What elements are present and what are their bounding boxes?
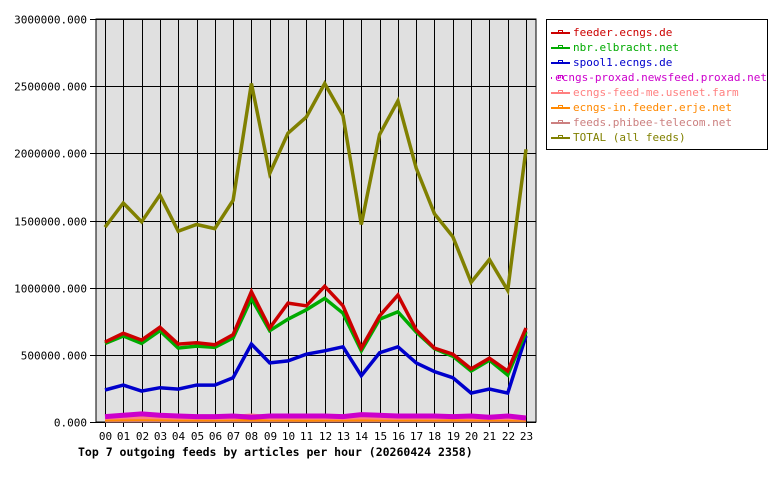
x-tick-label: 14 bbox=[355, 430, 369, 443]
legend-swatch-icon bbox=[551, 29, 570, 34]
x-tick-label: 11 bbox=[300, 430, 313, 443]
chart-title: Top 7 outgoing feeds by articles per hou… bbox=[78, 445, 473, 459]
legend-label: ecngs-feed-me.usenet.farm bbox=[573, 86, 739, 99]
y-axis: 0.000 500000.000 1000000.000 1500000.000 200… bbox=[14, 14, 87, 430]
x-tick-label: 13 bbox=[337, 430, 350, 443]
legend-item: feeds.phibee-telecom.net bbox=[547, 115, 767, 130]
legend-label: feeder.ecngs.de bbox=[573, 26, 673, 39]
x-tick-label: 17 bbox=[410, 430, 423, 443]
x-tick-label: 02 bbox=[136, 430, 149, 443]
plot-area bbox=[95, 18, 537, 423]
legend-item: ecngs-feed-me.usenet.farm bbox=[547, 85, 767, 100]
legend-swatch-icon bbox=[551, 104, 570, 109]
legend-swatch-icon bbox=[551, 119, 570, 124]
x-tick-label: 09 bbox=[264, 430, 277, 443]
x-tick-label: 08 bbox=[245, 430, 258, 443]
legend-swatch-icon bbox=[551, 59, 570, 64]
legend-label: TOTAL (all feeds) bbox=[573, 131, 686, 144]
legend-item: spool1.ecngs.de bbox=[547, 55, 767, 70]
y-tick-label: 3000000.000 bbox=[14, 14, 87, 27]
y-tick-label: 1500000.000 bbox=[14, 216, 87, 229]
x-tick-label: 23 bbox=[520, 430, 533, 443]
legend-item: feeder.ecngs.de bbox=[547, 25, 767, 40]
legend-item: ecngs-proxad.newsfeed.proxad.net bbox=[547, 70, 767, 85]
legend-item: ecngs-in.feeder.erje.net bbox=[547, 100, 767, 115]
series-lines bbox=[103, 79, 528, 423]
legend-label: feeds.phibee-telecom.net bbox=[573, 116, 732, 129]
x-tick-label: 16 bbox=[392, 430, 405, 443]
legend-label: nbr.elbracht.net bbox=[573, 41, 679, 54]
x-tick-label: 10 bbox=[282, 430, 295, 443]
x-tick-label: 15 bbox=[374, 430, 387, 443]
x-tick-label: 06 bbox=[209, 430, 222, 443]
legend-item: nbr.elbracht.net bbox=[547, 40, 767, 55]
x-tick-label: 00 bbox=[99, 430, 112, 443]
legend-item: TOTAL (all feeds) bbox=[547, 130, 767, 145]
series-line-total-all-feeds- bbox=[103, 79, 528, 296]
x-tick-label: 19 bbox=[447, 430, 460, 443]
legend-swatch-icon bbox=[551, 44, 570, 49]
x-axis: 00 01 02 03 04 05 06 07 08 09 10 11 12 13 14 15 16 17 18 19… bbox=[99, 430, 533, 443]
legend-label: spool1.ecngs.de bbox=[573, 56, 673, 69]
legend-swatch-icon bbox=[551, 134, 570, 139]
x-tick-label: 21 bbox=[483, 430, 496, 443]
x-tick-label: 05 bbox=[191, 430, 204, 443]
legend: feeder.ecngs.de nbr.elbracht.net spool1.ec… bbox=[546, 19, 768, 150]
x-tick-label: 01 bbox=[117, 430, 130, 443]
x-tick-label: 20 bbox=[465, 430, 478, 443]
x-tick-label: 07 bbox=[227, 430, 240, 443]
series-line-feeder-ecngs-de bbox=[104, 283, 528, 374]
x-tick-label: 04 bbox=[172, 430, 186, 443]
series-line-spool1-ecngs-de bbox=[104, 335, 528, 396]
y-tick-label: 500000.000 bbox=[21, 350, 87, 363]
series-line-ecngs-proxad-newsfeed-proxad-net bbox=[104, 411, 527, 421]
legend-swatch-icon bbox=[551, 74, 564, 79]
legend-swatch-icon bbox=[551, 89, 570, 94]
legend-label: ecngs-proxad.newsfeed.proxad.net bbox=[555, 71, 767, 84]
x-tick-label: 03 bbox=[154, 430, 167, 443]
y-tick-label: 2000000.000 bbox=[14, 148, 87, 161]
legend-label: ecngs-in.feeder.erje.net bbox=[573, 101, 732, 114]
y-tick-label: 0.000 bbox=[54, 417, 87, 430]
x-tick-label: 12 bbox=[319, 430, 332, 443]
y-tick-label: 1000000.000 bbox=[14, 283, 87, 296]
y-tick-label: 2500000.000 bbox=[14, 81, 87, 94]
x-tick-label: 18 bbox=[428, 430, 441, 443]
x-tick-label: 22 bbox=[502, 430, 515, 443]
